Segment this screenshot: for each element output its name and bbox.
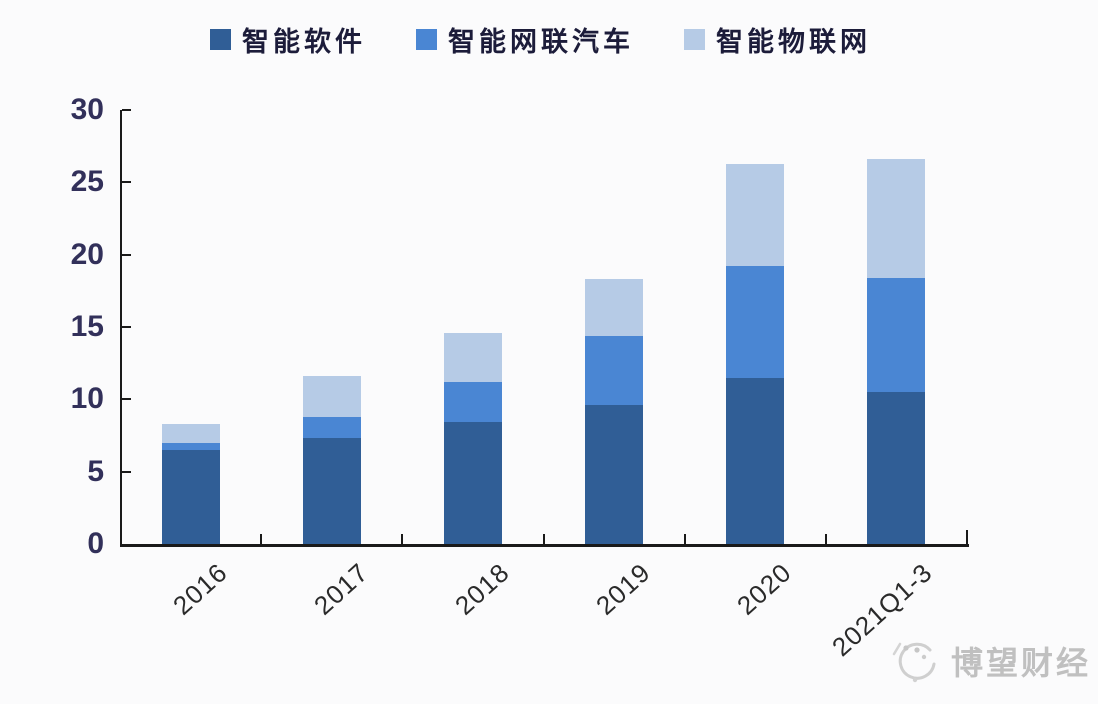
y-tick-label: 25 — [70, 165, 104, 199]
bar-segment-2017-s2 — [302, 376, 361, 417]
x-axis-line — [120, 544, 969, 547]
x-tick-mark — [966, 530, 968, 544]
legend-item-0: 智能软件 — [210, 20, 366, 59]
legend-label: 智能软件 — [242, 27, 366, 57]
watermark-logo-icon — [892, 642, 936, 683]
bar-segment-2017-s0 — [302, 438, 361, 544]
bar-segment-2016-s1 — [161, 442, 220, 450]
bar-segment-2021Q1-3-s1 — [867, 277, 926, 393]
y-tick-label: 5 — [87, 454, 104, 488]
bar-segment-2021Q1-3-s2 — [867, 159, 926, 278]
y-tick-mark — [122, 326, 131, 328]
y-tick-label: 10 — [70, 382, 104, 416]
y-tick-mark — [122, 470, 131, 473]
x-tick-mark — [401, 534, 404, 544]
bar-segment-2018-s2 — [443, 332, 502, 382]
bar-segment-2020-s0 — [726, 377, 785, 544]
bar-segment-2020-s1 — [726, 266, 785, 378]
legend-label: 智能物联网 — [716, 27, 871, 57]
y-axis-line — [120, 110, 122, 544]
bar-segment-2018-s1 — [443, 381, 502, 423]
bar-segment-2019-s0 — [585, 405, 644, 544]
y-tick-label: 0 — [87, 527, 104, 560]
watermark-text: 博望财经 — [951, 645, 1092, 681]
legend-swatch-icon — [684, 29, 705, 50]
x-tick-mark — [683, 534, 686, 544]
y-tick-label: 15 — [70, 310, 104, 343]
legend-swatch-icon — [210, 29, 231, 50]
bar-segment-2018-s0 — [443, 422, 502, 544]
x-tick-label: 2017 — [307, 557, 374, 621]
legend-label: 智能网联汽车 — [448, 27, 634, 57]
x-tick-mark — [542, 534, 545, 544]
x-tick-label: 2016 — [166, 557, 233, 621]
bar-segment-2019-s1 — [585, 335, 644, 406]
x-tick-mark — [824, 534, 827, 544]
chart-legend: 智能软件 智能网联汽车 智能物联网 — [210, 20, 871, 59]
legend-item-1: 智能网联汽车 — [416, 20, 634, 59]
y-tick-label: 20 — [70, 237, 104, 271]
y-tick-mark — [122, 181, 131, 184]
x-tick-label: 2019 — [590, 557, 657, 621]
legend-item-2: 智能物联网 — [684, 20, 871, 59]
bar-segment-2017-s1 — [302, 416, 361, 439]
x-tick-label: 2018 — [448, 557, 515, 621]
legend-swatch-icon — [416, 29, 437, 50]
bar-segment-2016-s2 — [161, 423, 220, 443]
bar-segment-2021Q1-3-s0 — [867, 392, 926, 544]
bar-segment-2019-s2 — [585, 279, 644, 336]
y-tick-mark — [122, 109, 131, 111]
bar-segment-2016-s0 — [161, 449, 220, 544]
x-tick-mark — [260, 534, 263, 544]
y-tick-mark — [122, 398, 131, 401]
watermark: 博望财经 — [890, 636, 1091, 686]
bar-segment-2020-s2 — [726, 163, 785, 267]
x-tick-label: 2020 — [731, 557, 798, 621]
y-tick-mark — [122, 253, 131, 256]
y-tick-label: 30 — [70, 93, 104, 126]
